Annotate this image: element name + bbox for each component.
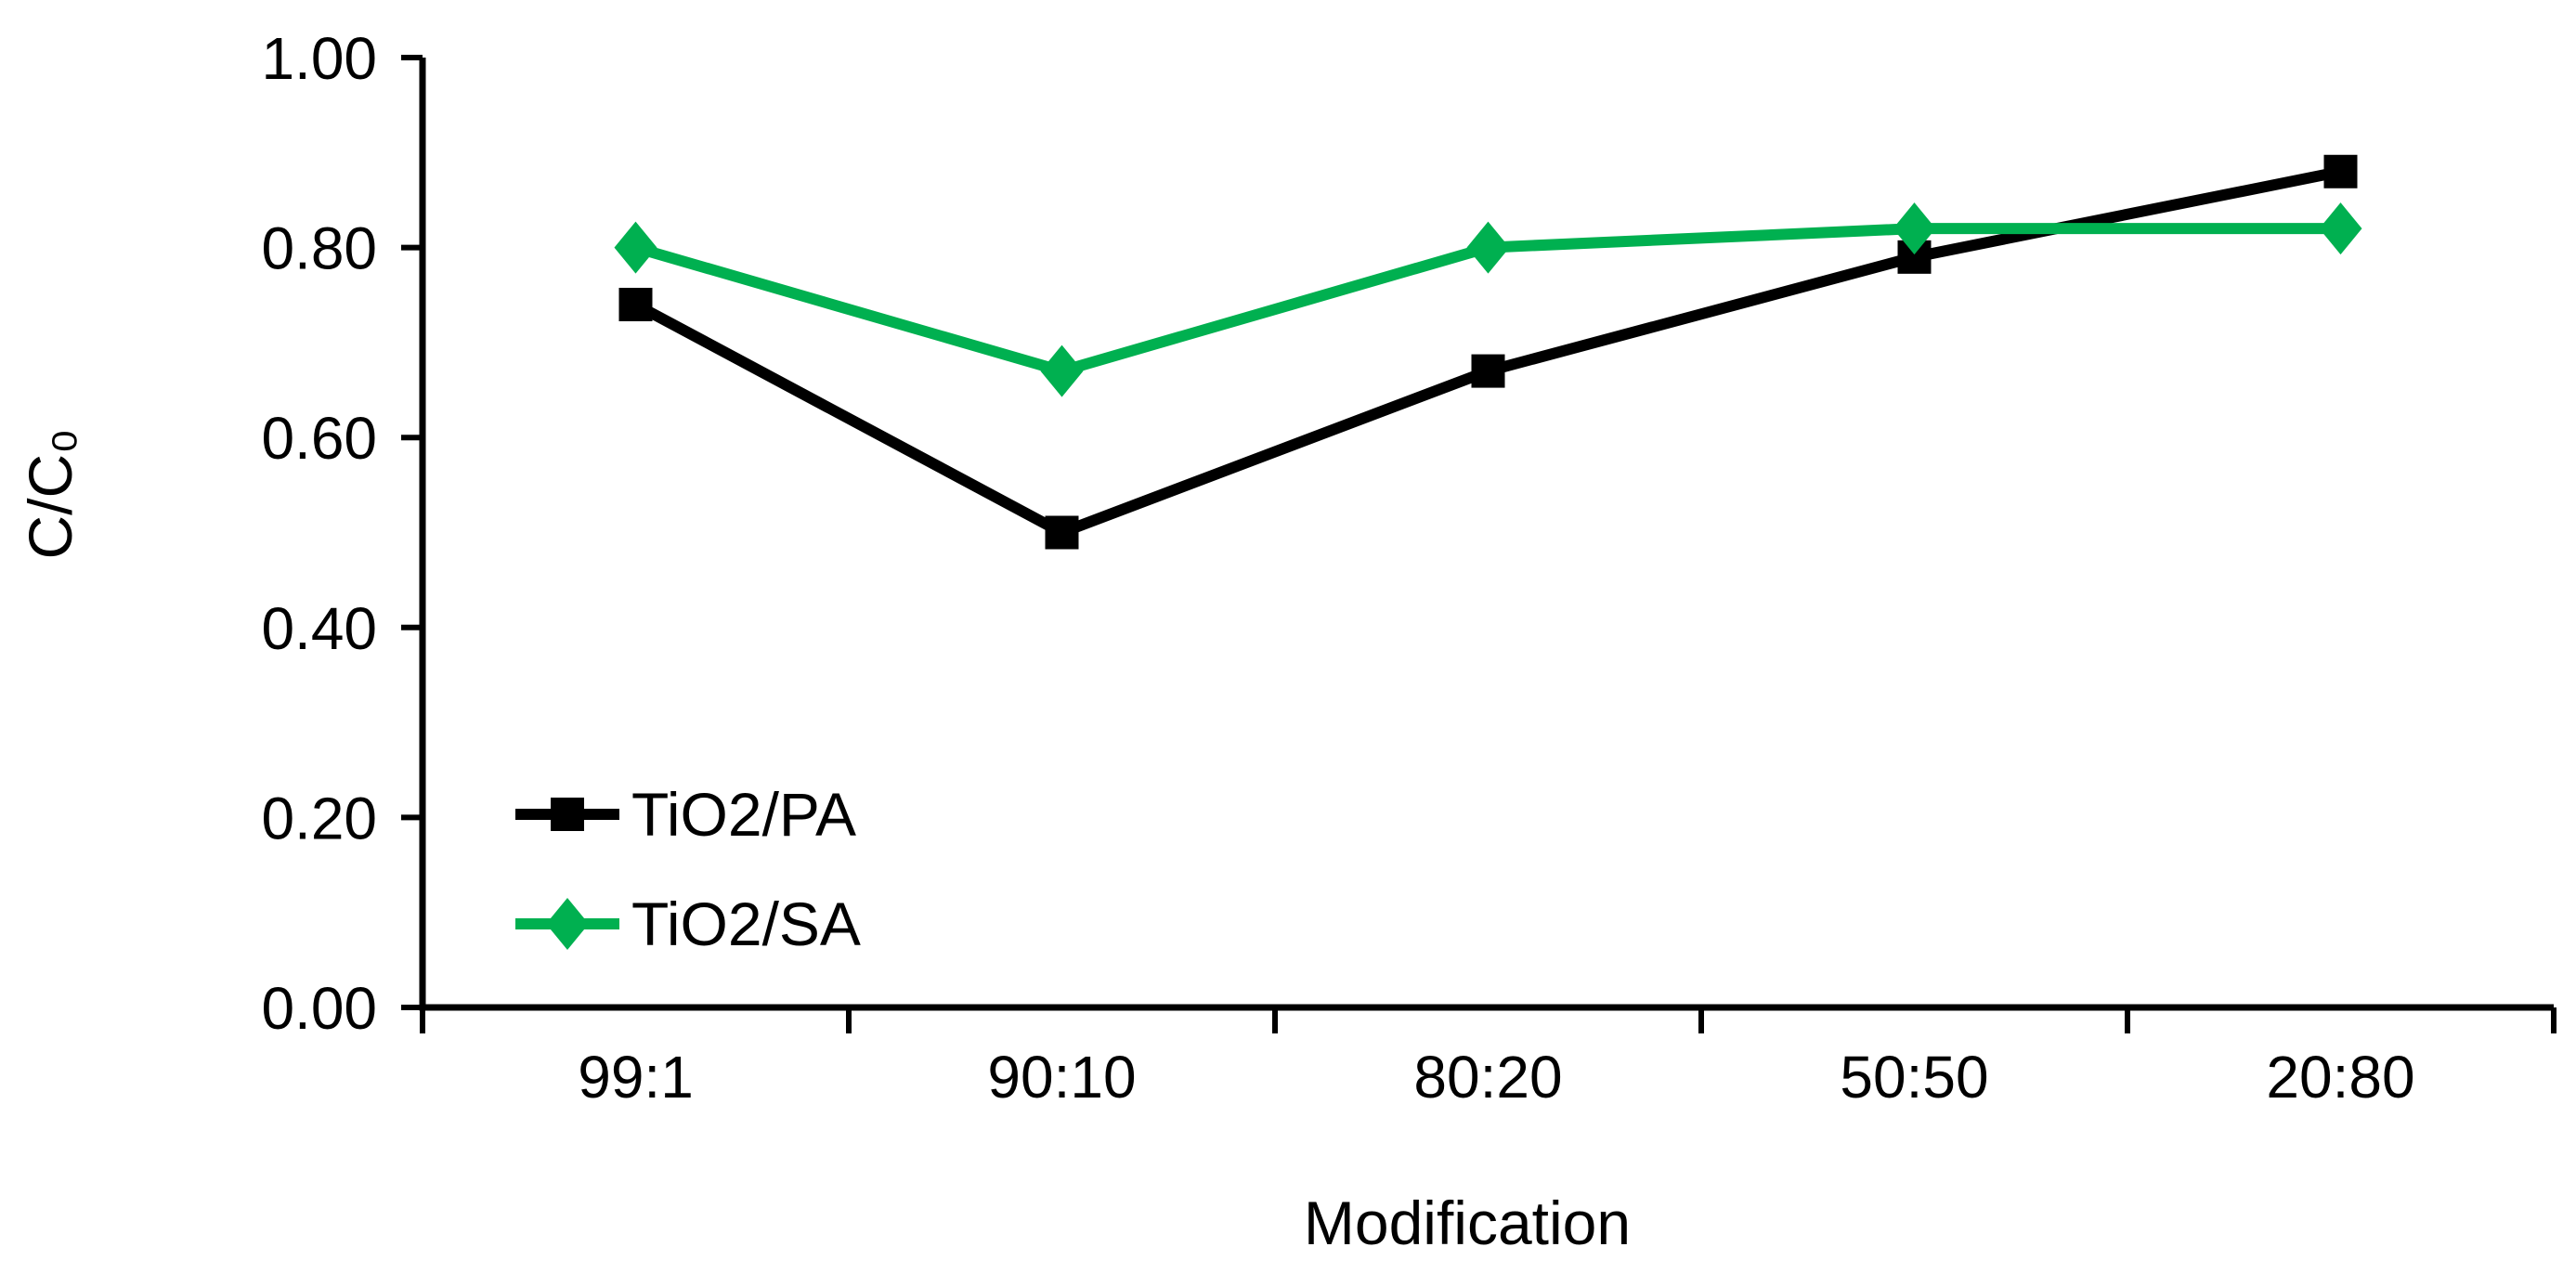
x-axis-title: Modification — [1304, 1189, 1631, 1257]
x-tick-label: 90:10 — [987, 1044, 1136, 1111]
data-point-marker — [2319, 202, 2362, 255]
legend-item-tio2-sa: TiO2/SA — [515, 890, 861, 958]
y-tick-label: 0.80 — [261, 215, 377, 282]
legend-swatch-marker — [551, 798, 584, 831]
legend-label: TiO2/PA — [631, 780, 856, 849]
data-point-marker — [2323, 154, 2358, 188]
x-tick-label: 99:1 — [578, 1044, 694, 1111]
axes: 0.00 0.20 0.40 0.60 0.80 1.00 99:1 90:10 80:20 50… — [261, 25, 2556, 1111]
y-tick-label: 1.00 — [261, 25, 377, 92]
y-tick-label: 0.00 — [261, 975, 377, 1042]
data-point-marker — [618, 287, 653, 321]
y-tick-label: 0.40 — [261, 595, 377, 662]
legend-label: TiO2/SA — [631, 890, 861, 958]
data-point-marker — [1471, 354, 1505, 388]
legend-swatch-marker — [546, 898, 589, 950]
data-point-marker — [1040, 344, 1084, 397]
legend-item-tio2-pa: TiO2/PA — [515, 780, 856, 849]
series-tio2-pa — [618, 154, 2358, 550]
x-tick-label: 50:50 — [1840, 1044, 1988, 1111]
x-tick-label: 20:80 — [2266, 1044, 2414, 1111]
data-point-marker — [1893, 202, 1936, 255]
y-tick-label: 0.60 — [261, 405, 377, 472]
y-axis-title: C/C₀ — [16, 428, 85, 559]
x-tick-label: 80:20 — [1413, 1044, 1562, 1111]
data-point-marker — [614, 221, 657, 274]
data-point-marker — [1045, 515, 1079, 550]
series-tio2-sa — [614, 202, 2362, 397]
y-tick-label: 0.20 — [261, 785, 377, 851]
data-point-marker — [1466, 221, 1510, 274]
